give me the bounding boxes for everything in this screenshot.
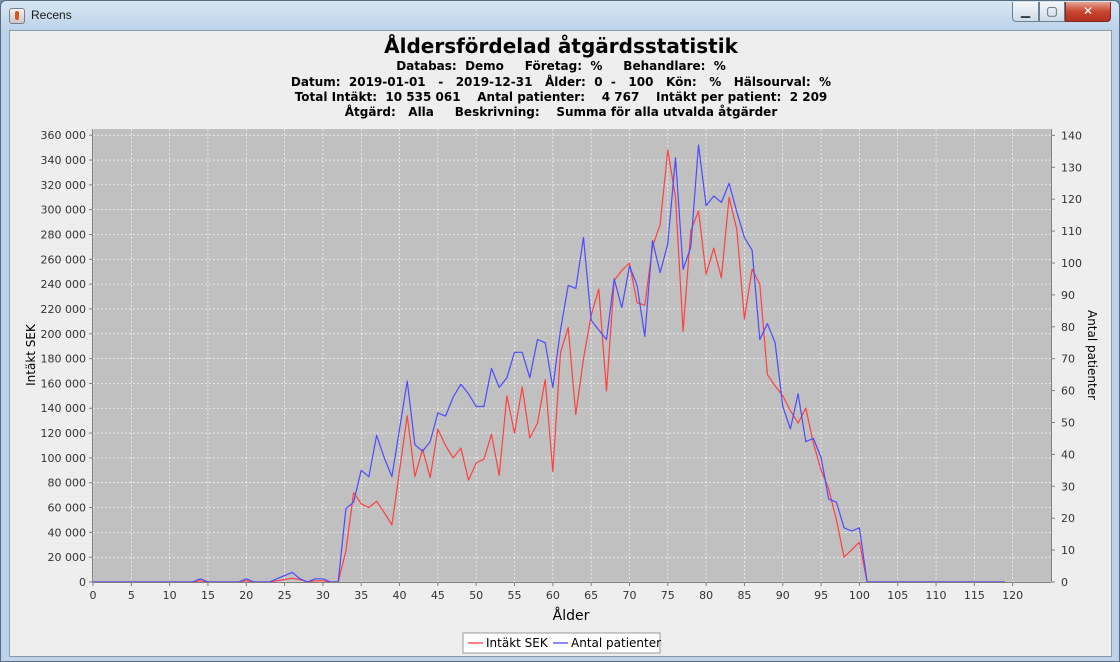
y2-tick-label: 60 — [1061, 385, 1075, 398]
header-line-database: Databas: Demo Företag: % Behandlare: % — [396, 59, 726, 73]
chart: Åldersfördelad åtgärdsstatistik Databas:… — [24, 34, 1099, 654]
x-tick-label: 20 — [239, 589, 253, 602]
x-tick-label: 105 — [887, 589, 908, 602]
header-line-action: Åtgärd: Alla Beskrivning: Summa för alla… — [345, 104, 778, 119]
x-tick-label: 115 — [964, 589, 985, 602]
y2-tick-label: 80 — [1061, 321, 1075, 334]
x-tick-label: 70 — [622, 589, 636, 602]
y-tick-label: 320 000 — [41, 179, 87, 192]
y-tick-label: 200 000 — [41, 328, 87, 341]
y-tick-label: 300 000 — [41, 204, 87, 217]
chart-panel: Åldersfördelad åtgärdsstatistik Databas:… — [9, 30, 1112, 657]
x-tick-label: 110 — [926, 589, 947, 602]
y-tick-label: 220 000 — [41, 303, 87, 316]
x-axis-label: Ålder — [553, 607, 590, 624]
x-tick-label: 50 — [469, 589, 483, 602]
x-tick-label: 45 — [431, 589, 445, 602]
y2-tick-label: 130 — [1061, 161, 1082, 174]
y-tick-label: 60 000 — [48, 502, 87, 515]
y-tick-label: 100 000 — [41, 452, 87, 465]
x-tick-label: 40 — [393, 589, 407, 602]
y2-tick-label: 120 — [1061, 193, 1082, 206]
y2-tick-label: 40 — [1061, 448, 1075, 461]
legend: Intäkt SEK Antal patienter — [462, 632, 661, 654]
y2-tick-label: 70 — [1061, 353, 1075, 366]
y-tick-label: 340 000 — [41, 154, 87, 167]
y-axis-label: Intäkt SEK — [24, 323, 38, 386]
x-tick-label: 90 — [776, 589, 790, 602]
window-title: Recens — [31, 8, 72, 22]
y2-tick-label: 20 — [1061, 512, 1075, 525]
y-tick-label: 140 000 — [41, 402, 87, 415]
chart-title: Åldersfördelad åtgärdsstatistik — [384, 34, 738, 58]
x-tick-label: 30 — [316, 589, 330, 602]
x-tick-label: 75 — [661, 589, 675, 602]
series-line-patienter — [93, 144, 1005, 583]
y2-tick-label: 100 — [1061, 257, 1082, 270]
y-tick-label: 20 000 — [48, 551, 87, 564]
x-tick-label: 85 — [737, 589, 751, 602]
close-button[interactable]: ✕ — [1065, 2, 1111, 22]
series-layer — [93, 144, 1005, 583]
x-tick-label: 80 — [699, 589, 713, 602]
legend-label-intakt: Intäkt SEK — [486, 636, 549, 650]
legend-label-patienter: Antal patienter — [571, 636, 661, 650]
x-tick-label: 35 — [354, 589, 368, 602]
maximize-button[interactable]: ▢ — [1039, 2, 1065, 22]
y2-tick-label: 10 — [1061, 544, 1075, 557]
x-tick-label: 15 — [201, 589, 215, 602]
x-tick-label: 95 — [814, 589, 828, 602]
y2-tick-label: 140 — [1061, 129, 1082, 142]
y2-tick-label: 50 — [1061, 416, 1075, 429]
y-tick-label: 280 000 — [41, 228, 87, 241]
x-tick-label: 120 — [1002, 589, 1023, 602]
x-tick-label: 10 — [163, 589, 177, 602]
x-tick-label: 5 — [128, 589, 135, 602]
x-tick-label: 65 — [584, 589, 598, 602]
y2-axis-label: Antal patienter — [1085, 310, 1099, 400]
x-tick-label: 60 — [546, 589, 560, 602]
grid-lines — [92, 129, 1051, 583]
y-tick-label: 260 000 — [41, 253, 87, 266]
x-tick-label: 100 — [849, 589, 870, 602]
x-tick-label: 25 — [278, 589, 292, 602]
y-tick-label: 80 000 — [48, 477, 87, 490]
minimize-button[interactable]: ▁ — [1012, 2, 1039, 22]
y-tick-label: 0 — [79, 576, 86, 589]
y-tick-label: 360 000 — [41, 129, 87, 142]
y-tick-label: 240 000 — [41, 278, 87, 291]
y-tick-label: 180 000 — [41, 353, 87, 366]
y2-tick-label: 30 — [1061, 480, 1075, 493]
x-tick-label: 55 — [508, 589, 522, 602]
header-line-totals: Total Intäkt: 10 535 061 Antal patienter… — [295, 90, 828, 104]
java-app-icon — [9, 8, 25, 24]
header-line-filters: Datum: 2019-01-01 - 2019-12-31 Ålder: 0 … — [291, 74, 831, 89]
y-tick-label: 160 000 — [41, 377, 87, 390]
y2-tick-label: 90 — [1061, 289, 1075, 302]
y2-tick-label: 0 — [1061, 576, 1068, 589]
y-tick-label: 40 000 — [48, 526, 87, 539]
x-tick-label: 0 — [90, 589, 97, 602]
series-line-intakt — [93, 149, 1005, 583]
title-bar[interactable]: Recens ▁ ▢ ✕ — [1, 1, 1119, 30]
axes: 0 5 10 15 20 25 30 35 40 45 50 55 60 65 70 75 80 85 90 95 10… — [41, 129, 1082, 602]
y-tick-label: 120 000 — [41, 427, 87, 440]
plot-area — [93, 129, 1051, 582]
y2-tick-label: 110 — [1061, 225, 1082, 238]
